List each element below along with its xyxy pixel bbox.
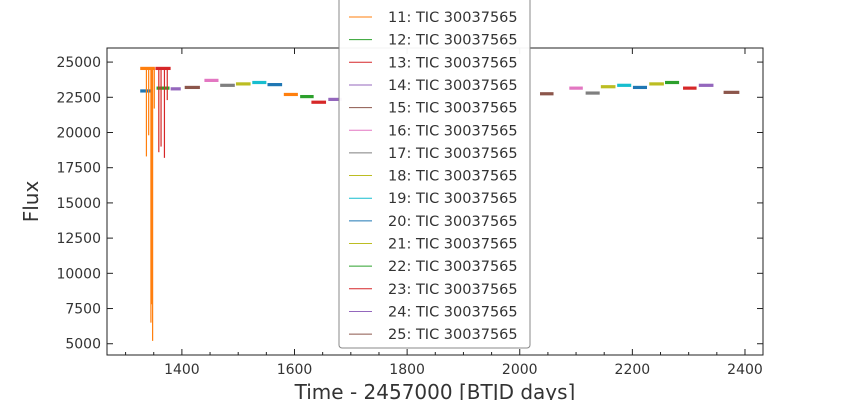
x-tick-label-4: 2200 xyxy=(615,362,651,378)
legend-label-6: 17: TIC 30037565 xyxy=(388,146,518,162)
segment-23 xyxy=(683,86,697,90)
segment-22 xyxy=(665,80,680,85)
segment-9 xyxy=(252,80,267,85)
segment-1 xyxy=(140,66,155,71)
x-tick-label-1: 1600 xyxy=(277,362,313,378)
series-layer xyxy=(140,66,740,341)
y-tick-label-1: 7500 xyxy=(65,302,101,318)
legend: 11: TIC 30037565 12: TIC 30037565 13: TIC … xyxy=(338,0,531,349)
segment-15 xyxy=(540,92,554,96)
x-tick-label-2: 1800 xyxy=(389,362,425,378)
segment-17 xyxy=(585,91,600,95)
segment-12 xyxy=(300,94,314,99)
y-tick-label-4: 15000 xyxy=(56,196,101,212)
y-tick-label-0: 5000 xyxy=(65,337,101,353)
segment-25 xyxy=(723,90,740,94)
legend-label-12: 23: TIC 30037565 xyxy=(388,282,518,298)
y-axis-label: Flux xyxy=(19,181,43,223)
y-tick-label-6: 20000 xyxy=(56,125,101,141)
segment-24 xyxy=(698,83,714,87)
segment-2 xyxy=(155,66,171,71)
x-axis-label: Time - 2457000 [BTJD days] xyxy=(294,380,576,400)
segment-7 xyxy=(220,83,235,87)
segment-19 xyxy=(617,83,632,87)
legend-label-2: 13: TIC 30037565 xyxy=(388,55,518,71)
legend-label-8: 19: TIC 30037565 xyxy=(388,191,518,207)
segment-10 xyxy=(267,83,283,87)
legend-box xyxy=(338,0,531,349)
x-tick-label-5: 2400 xyxy=(727,362,763,378)
legend-label-4: 15: TIC 30037565 xyxy=(388,101,518,117)
segment-18 xyxy=(600,85,616,89)
legend-label-5: 16: TIC 30037565 xyxy=(388,123,518,139)
segment-14 xyxy=(328,97,342,102)
legend-entries: 11: TIC 30037565 12: TIC 30037565 13: TIC … xyxy=(349,10,518,343)
y-tick-label-2: 10000 xyxy=(56,266,101,282)
legend-label-7: 18: TIC 30037565 xyxy=(388,169,518,185)
legend-label-1: 12: TIC 30037565 xyxy=(388,33,518,49)
x-tick-label-0: 1400 xyxy=(164,362,200,378)
legend-label-11: 22: TIC 30037565 xyxy=(388,259,518,275)
segment-13 xyxy=(311,100,327,104)
y-tick-label-8: 25000 xyxy=(56,55,101,71)
segment-3 xyxy=(156,86,170,90)
y-tick-label-5: 17500 xyxy=(56,161,101,177)
segment-16 xyxy=(569,86,583,90)
legend-label-0: 11: TIC 30037565 xyxy=(388,10,518,26)
segment-6 xyxy=(204,78,219,82)
legend-label-9: 20: TIC 30037565 xyxy=(388,214,518,230)
segment-20 xyxy=(632,85,648,90)
segment-11 xyxy=(283,92,298,97)
segment-4 xyxy=(170,87,181,91)
segment-21 xyxy=(649,82,664,86)
y-tick-label-3: 12500 xyxy=(56,231,101,247)
tick-layer: 1400 1600 1800 2000 2200 2400 5000 7500 10000 125… xyxy=(56,48,763,378)
y-tick-label-7: 22500 xyxy=(56,90,101,106)
legend-label-3: 14: TIC 30037565 xyxy=(388,78,518,94)
legend-label-10: 21: TIC 30037565 xyxy=(388,237,518,253)
legend-label-14: 25: TIC 30037565 xyxy=(388,327,518,343)
legend-label-13: 24: TIC 30037565 xyxy=(388,304,518,320)
x-tick-label-3: 2000 xyxy=(502,362,538,378)
segment-8 xyxy=(235,82,251,86)
segment-5 xyxy=(184,85,200,90)
